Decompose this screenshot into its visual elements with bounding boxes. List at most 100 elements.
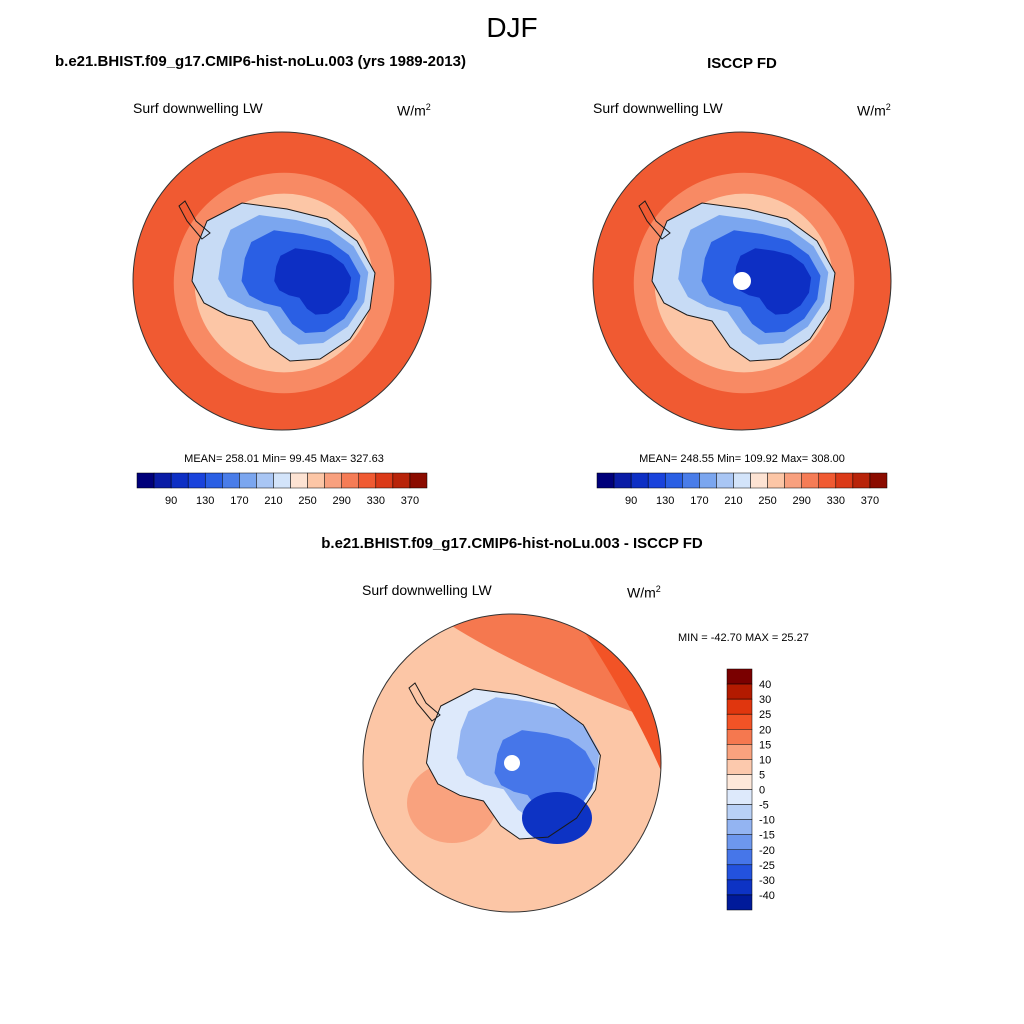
- map-field: [593, 132, 891, 430]
- colorbar-swatch: [392, 472, 411, 489]
- colorbar-swatch: [801, 472, 820, 489]
- colorbar-swatch: [726, 849, 753, 866]
- colorbar-swatch: [869, 472, 888, 489]
- colorbar-tick-label: 290: [333, 495, 351, 507]
- colorbar-tick-label: 15: [759, 739, 771, 751]
- map-boundary: [592, 131, 892, 431]
- pole-missing-data: [733, 272, 751, 290]
- colorbar-swatch: [307, 472, 325, 489]
- colorbar-swatch: [324, 472, 342, 489]
- colorbar-tick-label: 0: [759, 785, 765, 797]
- colorbar-tick-label: 130: [656, 495, 674, 507]
- colorbar-swatch: [726, 698, 753, 715]
- colorbar-swatch: [273, 472, 291, 489]
- colorbar-swatch: [726, 864, 753, 881]
- colorbar-swatch: [170, 472, 189, 489]
- colorbar-swatch: [664, 472, 683, 489]
- colorbar-tick-label: -10: [759, 815, 775, 827]
- colorbar-swatch: [187, 472, 206, 489]
- colorbar-swatch: [596, 472, 615, 489]
- colorbar-tick-label: -15: [759, 830, 775, 842]
- colorbar-swatch: [726, 759, 753, 775]
- colorbar-swatch: [818, 472, 837, 489]
- colorbar-tick-label: 40: [759, 679, 771, 691]
- coastline: [191, 202, 376, 362]
- colorbar-swatch: [290, 472, 308, 489]
- colorbar-tick-label: 370: [861, 495, 879, 507]
- season-title: DJF: [486, 12, 538, 43]
- right-stats: MEAN= 248.55 Min= 109.92 Max= 308.00: [639, 453, 845, 465]
- colorbar-swatch: [726, 744, 753, 760]
- colorbar-swatch: [222, 472, 240, 489]
- left-panel-title: b.e21.BHIST.f09_g17.CMIP6-hist-noLu.003 …: [55, 53, 466, 70]
- diff-variable-label: Surf downwelling LW: [362, 582, 492, 598]
- colorbar-tick-label: 10: [759, 754, 771, 766]
- colorbar-tick-label: -30: [759, 875, 775, 887]
- left-polar-map: [132, 131, 432, 431]
- diff-stats: MIN = -42.70 MAX = 25.27: [678, 632, 809, 644]
- pole-missing-data: [504, 755, 520, 771]
- colorbar-swatch: [726, 789, 753, 805]
- colorbar-swatch: [835, 472, 854, 489]
- colorbar-tick-label: 90: [625, 495, 637, 507]
- coastline: [425, 688, 601, 840]
- colorbar-tick-label: 290: [793, 495, 811, 507]
- colorbar-swatch: [341, 472, 360, 489]
- colorbar-swatch: [409, 472, 428, 489]
- colorbar-swatch: [784, 472, 802, 489]
- colorbar-swatch: [726, 713, 753, 730]
- left-variable-label: Surf downwelling LW: [133, 100, 263, 116]
- colorbar-swatch: [726, 729, 753, 745]
- colorbar-swatch: [750, 472, 768, 489]
- colorbar-swatch: [699, 472, 717, 489]
- colorbar-swatch: [358, 472, 377, 489]
- colorbar-tick-label: 210: [724, 495, 742, 507]
- right-colorbar: 90 130 170 210 250 290 330 370: [596, 472, 888, 507]
- colorbar-tick-label: -40: [759, 890, 775, 902]
- colorbar-tick-label: 250: [758, 495, 776, 507]
- ice-sheet-deep: [274, 248, 352, 315]
- colorbar-tick-label: 370: [401, 495, 419, 507]
- colorbar-tick-label: 250: [298, 495, 316, 507]
- right-polar-map: [592, 131, 892, 431]
- right-units-label: W/m2: [857, 102, 891, 119]
- colorbar-swatch: [630, 472, 649, 489]
- colorbar-tick-label: 25: [759, 709, 771, 721]
- colorbar-swatch: [767, 472, 785, 489]
- colorbar-swatch: [726, 834, 753, 851]
- colorbar-tick-label: 210: [264, 495, 282, 507]
- right-panel-title: ISCCP FD: [707, 55, 777, 72]
- left-colorbar: 90 130 170 210 250 290 330 370: [136, 472, 428, 507]
- diff-colorbar: 40 30 25 20 15 10 5 0 -5 -10 -15 -20 -25 -30 -40: [726, 668, 775, 911]
- colorbar-swatch: [726, 879, 753, 896]
- colorbar-tick-label: -20: [759, 845, 775, 857]
- left-units-label: W/m2: [397, 102, 431, 119]
- colorbar-swatch: [136, 472, 155, 489]
- diff-panel-title: b.e21.BHIST.f09_g17.CMIP6-hist-noLu.003 …: [321, 535, 703, 552]
- colorbar-swatch: [375, 472, 394, 489]
- colorbar-swatch: [153, 472, 172, 489]
- map-boundary: [362, 613, 662, 913]
- colorbar-tick-label: -5: [759, 800, 769, 812]
- diff-polar-map: [362, 613, 662, 913]
- colorbar-swatch: [682, 472, 700, 489]
- colorbar-tick-label: -25: [759, 860, 775, 872]
- colorbar-swatch: [239, 472, 257, 489]
- colorbar-swatch: [726, 668, 753, 685]
- colorbar-tick-label: 20: [759, 724, 771, 736]
- colorbar-tick-label: 30: [759, 694, 771, 706]
- colorbar-tick-label: 330: [367, 495, 385, 507]
- map-boundary: [132, 131, 432, 431]
- colorbar-swatch: [647, 472, 666, 489]
- colorbar-swatch: [726, 804, 753, 820]
- colorbar-swatch: [726, 683, 753, 700]
- peninsula-coastline: [408, 682, 441, 722]
- colorbar-swatch: [726, 774, 753, 790]
- map-field: [133, 132, 431, 430]
- colorbar-swatch: [726, 819, 753, 835]
- colorbar-tick-label: 5: [759, 769, 765, 781]
- colorbar-tick-label: 90: [165, 495, 177, 507]
- colorbar-tick-label: 170: [230, 495, 248, 507]
- colorbar-tick-label: 170: [690, 495, 708, 507]
